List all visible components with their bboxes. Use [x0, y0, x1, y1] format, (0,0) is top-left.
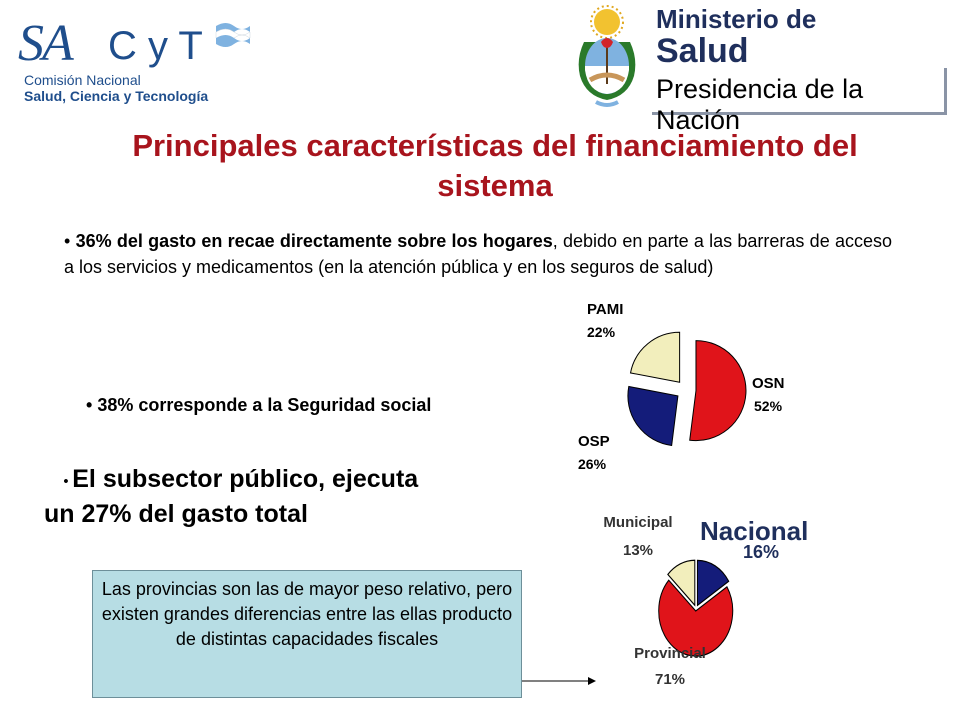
label-pami: PAMI: [587, 301, 623, 318]
pie-slice-provincial: [658, 579, 734, 657]
arrow-icon: [522, 677, 596, 685]
value-osn: 52%: [754, 398, 783, 414]
bullet-social-security: • 38% corresponde a la Seguridad social: [76, 392, 480, 418]
label-osp: OSP: [578, 433, 610, 450]
value-municipal: 13%: [623, 542, 653, 559]
bullet3-text: El subsector público, ejecuta un 27% del…: [44, 465, 419, 529]
ministry-logo: Ministerio de Salud Presidencia de la Na…: [652, 2, 952, 135]
pie1-slices: [627, 331, 747, 447]
sacyt-line1: Comisión Nacional: [24, 72, 141, 88]
slide-title: Principales características del financia…: [132, 128, 858, 203]
bullet1-rest: , debido en parte a las barreras de acce…: [64, 231, 892, 277]
ministry-frame: [652, 68, 947, 115]
pie-slice-osp: [627, 385, 679, 447]
pie-slice-pami: [629, 331, 681, 383]
label-nacional: Nacional: [700, 516, 808, 546]
argentina-coat-of-arms-icon: [578, 5, 636, 107]
pie2-slices: [658, 559, 734, 657]
bullet2-text: 38% corresponde a la Seguridad social: [97, 395, 432, 415]
value-pami: 22%: [587, 324, 616, 340]
pie-slice-osn: [689, 340, 747, 442]
pie-slice-nacional: [696, 559, 730, 607]
bullet-household-spending: • 36% del gasto en recae directamente so…: [64, 228, 892, 280]
label-municipal: Municipal: [603, 514, 672, 531]
ministry-line2: Salud: [656, 32, 749, 70]
value-nacional: 16%: [743, 542, 779, 562]
public-subsector-pie-chart: Municipal 13% Nacional 16% Provincial 71…: [603, 514, 808, 688]
value-provincial: 71%: [655, 671, 685, 688]
argentina-flag-icon: [215, 23, 251, 47]
sacyt-logo: SA C y T Comisión Nacional Salud, Cienci…: [18, 10, 268, 115]
sacyt-line2: Salud, Ciencia y Tecnología: [24, 88, 209, 104]
ministry-line1: Ministerio de: [656, 4, 817, 34]
value-osp: 26%: [578, 456, 607, 472]
bullet-dot: •: [64, 231, 76, 251]
sacyt-wordmark-sa: SA: [18, 15, 74, 72]
provinces-note: Las provincias son las de mayor peso rel…: [92, 570, 522, 698]
bullet-dot: •: [76, 395, 98, 415]
pie-slice-municipal: [667, 559, 696, 607]
social-security-pie-chart: PAMI 22% OSN 52% OSP 26%: [578, 301, 785, 472]
ministry-line3: Presidencia de la Nación: [656, 74, 864, 135]
bullet1-bold: 36% del gasto en recae directamente sobr…: [75, 231, 553, 251]
sacyt-wordmark-cyt: C y T: [108, 24, 203, 68]
bullet-dot: •: [44, 472, 73, 489]
bullet-public-subsector: • El subsector público, ejecuta un 27% d…: [44, 462, 444, 531]
label-osn: OSN: [752, 375, 785, 392]
label-provincial: Provincial: [634, 645, 706, 662]
